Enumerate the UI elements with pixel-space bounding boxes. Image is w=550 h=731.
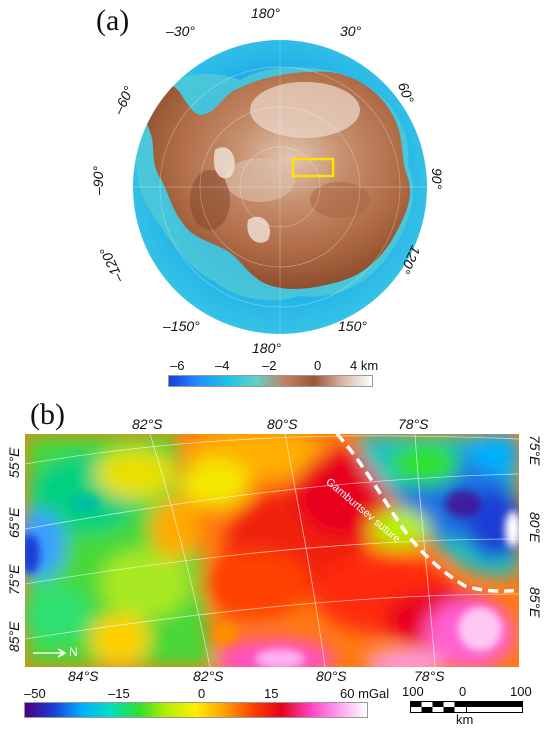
lat-bottom-80: 80°S <box>316 668 347 684</box>
lat-bottom-78: 78°S <box>414 668 445 684</box>
scale-unit: km <box>456 712 474 727</box>
gravity-tick-4: 15 <box>264 686 279 701</box>
distance-scalebar <box>410 701 523 713</box>
lon-left-85: 85°E <box>6 621 22 652</box>
lat-top-80: 80°S <box>267 416 298 432</box>
gamburtsev-suture-line <box>335 434 519 593</box>
panel-a-label: (a) <box>96 4 130 37</box>
elevation-colorbar <box>168 375 373 387</box>
gravity-anomaly-map: Gamburtsev suture N <box>25 434 519 667</box>
lat-top-82: 82°S <box>132 416 163 432</box>
elevation-tick-5: 4 km <box>350 358 379 373</box>
lon-label-top: 180° <box>251 5 280 21</box>
gravity-tick-5: 60 mGal <box>340 686 390 701</box>
lon-label-left-mid: –90° <box>90 166 106 195</box>
study-area-box <box>291 157 335 178</box>
gravity-colorbar <box>24 702 368 718</box>
lon-label-bottom: 180° <box>252 340 281 356</box>
lon-label-top-right: 30° <box>340 23 362 39</box>
elevation-tick-4: 0 <box>314 358 322 373</box>
lon-right-80: 80°E <box>527 512 543 543</box>
elevation-tick-1: –6 <box>170 358 185 373</box>
lon-left-65: 65°E <box>6 507 22 538</box>
lon-right-85: 85°E <box>527 587 543 618</box>
gravity-tick-3: 0 <box>198 686 206 701</box>
elevation-tick-3: –2 <box>262 358 277 373</box>
lon-label-bottom-left: –150° <box>163 318 200 334</box>
lon-right-75: 75°E <box>527 435 543 466</box>
lon-left-75: 75°E <box>6 564 22 595</box>
lat-bottom-82: 82°S <box>193 668 224 684</box>
gravity-tick-1: –50 <box>24 686 46 701</box>
lat-bottom-84: 84°S <box>68 668 99 684</box>
lon-label-right-mid: 90° <box>429 168 445 190</box>
lon-left-55: 55°E <box>6 447 22 478</box>
antarctica-globe-map <box>133 40 427 334</box>
panel-b-label: (b) <box>30 398 65 431</box>
scale-tick-3: 100 <box>510 684 532 699</box>
lat-top-78: 78°S <box>398 416 429 432</box>
gravity-tick-2: –15 <box>108 686 130 701</box>
scale-tick-1: 100 <box>402 684 424 699</box>
lon-label-bottom-right: 150° <box>338 318 367 334</box>
scale-tick-2: 0 <box>459 684 467 699</box>
north-arrow-label: N <box>69 645 78 659</box>
elevation-tick-2: –4 <box>215 358 230 373</box>
lon-label-top-left: –30° <box>166 23 195 39</box>
